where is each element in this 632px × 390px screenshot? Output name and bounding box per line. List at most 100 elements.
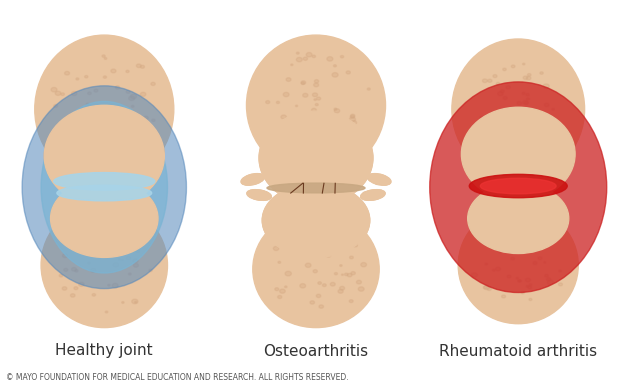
Ellipse shape (303, 122, 308, 126)
Ellipse shape (149, 269, 152, 271)
Ellipse shape (292, 227, 295, 229)
Ellipse shape (334, 65, 336, 67)
Ellipse shape (514, 169, 516, 171)
Ellipse shape (534, 165, 537, 166)
Ellipse shape (73, 135, 78, 139)
Ellipse shape (301, 82, 305, 85)
Ellipse shape (284, 136, 287, 138)
Ellipse shape (525, 222, 528, 224)
Ellipse shape (305, 263, 311, 268)
Ellipse shape (55, 91, 61, 96)
Ellipse shape (516, 231, 519, 234)
Ellipse shape (313, 234, 316, 236)
Ellipse shape (535, 156, 540, 160)
Ellipse shape (293, 160, 297, 163)
Ellipse shape (296, 52, 299, 54)
Ellipse shape (130, 133, 131, 135)
Ellipse shape (253, 211, 379, 328)
Ellipse shape (133, 179, 140, 184)
Ellipse shape (109, 122, 112, 124)
Ellipse shape (503, 68, 506, 71)
Ellipse shape (78, 205, 84, 209)
Ellipse shape (259, 111, 373, 205)
Ellipse shape (496, 82, 499, 85)
Ellipse shape (493, 74, 497, 78)
Ellipse shape (91, 108, 93, 110)
Ellipse shape (133, 259, 138, 263)
Ellipse shape (516, 277, 518, 279)
Ellipse shape (477, 145, 483, 149)
Ellipse shape (126, 90, 130, 93)
Ellipse shape (528, 74, 531, 76)
Ellipse shape (134, 163, 138, 166)
Ellipse shape (286, 227, 289, 229)
Ellipse shape (329, 145, 333, 149)
Ellipse shape (544, 262, 545, 263)
Ellipse shape (498, 193, 501, 195)
Ellipse shape (518, 280, 520, 282)
Ellipse shape (332, 73, 338, 77)
Ellipse shape (291, 152, 295, 154)
Ellipse shape (102, 55, 105, 57)
Ellipse shape (126, 70, 129, 73)
Ellipse shape (314, 215, 319, 218)
Ellipse shape (137, 215, 143, 220)
Ellipse shape (123, 108, 125, 110)
Ellipse shape (305, 212, 309, 215)
Ellipse shape (320, 245, 323, 247)
Ellipse shape (51, 179, 158, 257)
Ellipse shape (54, 172, 155, 190)
Ellipse shape (492, 269, 495, 271)
Ellipse shape (132, 142, 137, 146)
Ellipse shape (499, 194, 505, 198)
Ellipse shape (296, 57, 302, 62)
Ellipse shape (119, 130, 123, 133)
Ellipse shape (101, 189, 107, 193)
Ellipse shape (486, 230, 490, 233)
Ellipse shape (298, 118, 302, 121)
Ellipse shape (112, 145, 119, 150)
Ellipse shape (511, 257, 514, 260)
Ellipse shape (302, 191, 308, 195)
Ellipse shape (544, 152, 550, 156)
Ellipse shape (78, 145, 84, 150)
Ellipse shape (521, 291, 525, 294)
Ellipse shape (138, 150, 143, 153)
Ellipse shape (307, 232, 312, 236)
Ellipse shape (94, 89, 98, 92)
Ellipse shape (122, 301, 124, 303)
Ellipse shape (504, 147, 507, 149)
Ellipse shape (316, 294, 321, 298)
Ellipse shape (558, 128, 562, 131)
Ellipse shape (484, 152, 489, 156)
Ellipse shape (551, 158, 554, 160)
Ellipse shape (257, 195, 260, 197)
Ellipse shape (473, 128, 475, 130)
Ellipse shape (90, 188, 97, 193)
Ellipse shape (286, 78, 291, 82)
Ellipse shape (301, 81, 306, 84)
Ellipse shape (547, 280, 554, 285)
Ellipse shape (547, 238, 552, 240)
Ellipse shape (544, 127, 546, 129)
Ellipse shape (552, 108, 554, 110)
Ellipse shape (495, 267, 501, 271)
Ellipse shape (76, 129, 81, 132)
Ellipse shape (81, 119, 87, 123)
Ellipse shape (500, 119, 504, 122)
Ellipse shape (85, 223, 89, 227)
Ellipse shape (310, 227, 312, 229)
Ellipse shape (300, 284, 306, 288)
Ellipse shape (349, 300, 353, 303)
Ellipse shape (295, 242, 301, 246)
Ellipse shape (259, 193, 265, 198)
Ellipse shape (106, 311, 108, 313)
Ellipse shape (495, 227, 501, 231)
Ellipse shape (294, 212, 296, 214)
Ellipse shape (312, 171, 315, 173)
Ellipse shape (358, 287, 364, 291)
Ellipse shape (511, 65, 515, 68)
Ellipse shape (281, 115, 286, 119)
Ellipse shape (382, 177, 387, 181)
Ellipse shape (531, 169, 533, 171)
